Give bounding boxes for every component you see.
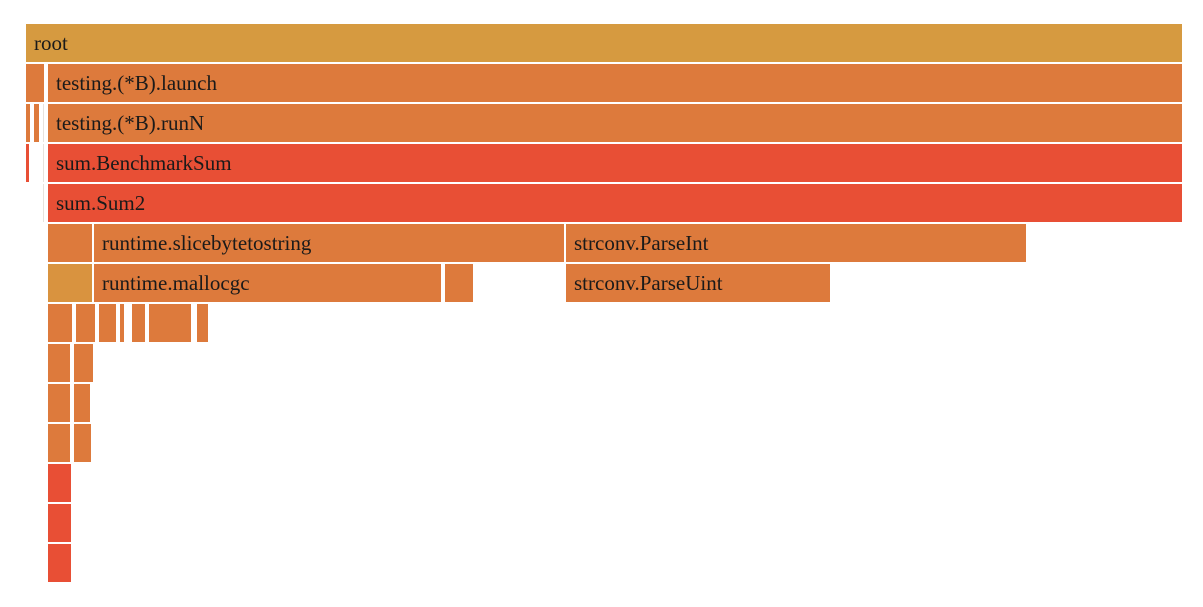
frame-block[interactable] bbox=[74, 344, 95, 382]
frame-block[interactable] bbox=[99, 304, 118, 342]
frame-label: runtime.slicebytetostring bbox=[102, 231, 312, 255]
frame-block[interactable] bbox=[26, 64, 46, 102]
frame-block[interactable] bbox=[128, 304, 130, 342]
frame-label: strconv.ParseInt bbox=[574, 231, 709, 255]
frame-block[interactable] bbox=[48, 504, 73, 542]
frame-label: testing.(*B).runN bbox=[56, 111, 205, 135]
frame-label: sum.BenchmarkSum bbox=[56, 151, 232, 175]
frame-block[interactable] bbox=[48, 344, 72, 382]
frame-block[interactable] bbox=[445, 264, 475, 302]
frame-label: testing.(*B).launch bbox=[56, 71, 217, 95]
frame-sum-sum2[interactable]: sum.Sum2 bbox=[48, 184, 1184, 222]
frame-block[interactable] bbox=[48, 384, 72, 422]
frame-block[interactable] bbox=[26, 144, 31, 182]
frame-block[interactable] bbox=[128, 424, 130, 462]
frame-block[interactable] bbox=[149, 304, 193, 342]
frame-block[interactable] bbox=[26, 264, 28, 302]
frame-block[interactable] bbox=[197, 304, 210, 342]
frame-label: sum.Sum2 bbox=[56, 191, 146, 215]
frame-runtime-mallocgc[interactable]: runtime.mallocgc bbox=[94, 264, 443, 302]
frame-block[interactable] bbox=[34, 104, 41, 142]
frame-block[interactable] bbox=[48, 304, 74, 342]
frame-block[interactable] bbox=[74, 384, 92, 422]
flame-graph: root testing.(*B).launch testing.(*B).runN… bbox=[26, 24, 1184, 584]
frame-block[interactable] bbox=[48, 224, 94, 262]
frame-block[interactable] bbox=[26, 184, 28, 222]
frame-label: runtime.mallocgc bbox=[102, 271, 250, 295]
frame-testing-b-launch[interactable]: testing.(*B).launch bbox=[48, 64, 1184, 102]
frame-block[interactable] bbox=[48, 544, 73, 582]
frame-block[interactable] bbox=[43, 104, 46, 142]
frame-block[interactable] bbox=[74, 424, 93, 462]
frame-block[interactable] bbox=[128, 384, 130, 422]
frame-block[interactable] bbox=[26, 224, 28, 262]
frame-label: root bbox=[34, 31, 68, 55]
frame-block[interactable] bbox=[43, 144, 46, 182]
frame-block[interactable] bbox=[76, 304, 97, 342]
frame-root[interactable]: root bbox=[26, 24, 1184, 62]
frame-runtime-slicebytetostring[interactable]: runtime.slicebytetostring bbox=[94, 224, 566, 262]
frame-strconv-parseuint[interactable]: strconv.ParseUint bbox=[566, 264, 832, 302]
frame-sum-benchmarksum[interactable]: sum.BenchmarkSum bbox=[48, 144, 1184, 182]
frame-block[interactable] bbox=[128, 504, 130, 542]
frame-block[interactable] bbox=[120, 304, 126, 342]
frame-block[interactable] bbox=[128, 344, 130, 382]
frame-block[interactable] bbox=[26, 104, 32, 142]
frame-block[interactable] bbox=[43, 184, 46, 222]
frame-testing-b-runn[interactable]: testing.(*B).runN bbox=[48, 104, 1184, 142]
frame-block[interactable] bbox=[48, 264, 94, 302]
frame-block[interactable] bbox=[128, 464, 130, 502]
frame-block[interactable] bbox=[48, 464, 73, 502]
frame-block[interactable] bbox=[48, 424, 72, 462]
frame-label: strconv.ParseUint bbox=[574, 271, 723, 295]
frame-block[interactable] bbox=[132, 304, 147, 342]
frame-strconv-parseint[interactable]: strconv.ParseInt bbox=[566, 224, 1028, 262]
